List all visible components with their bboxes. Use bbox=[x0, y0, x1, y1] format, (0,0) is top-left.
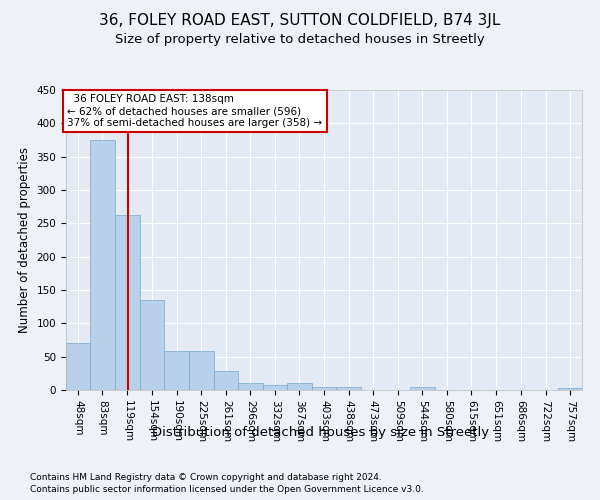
Bar bbox=[287, 384, 312, 390]
Bar bbox=[164, 352, 189, 390]
Bar bbox=[238, 384, 263, 390]
Bar bbox=[90, 140, 115, 390]
Bar bbox=[140, 300, 164, 390]
Bar bbox=[66, 344, 90, 390]
Bar bbox=[189, 352, 214, 390]
Bar bbox=[410, 388, 435, 390]
Text: 36, FOLEY ROAD EAST, SUTTON COLDFIELD, B74 3JL: 36, FOLEY ROAD EAST, SUTTON COLDFIELD, B… bbox=[100, 12, 500, 28]
Text: Contains HM Land Registry data © Crown copyright and database right 2024.: Contains HM Land Registry data © Crown c… bbox=[30, 472, 382, 482]
Bar bbox=[558, 388, 582, 390]
Bar bbox=[214, 372, 238, 390]
Bar bbox=[312, 386, 337, 390]
Bar bbox=[263, 384, 287, 390]
Y-axis label: Number of detached properties: Number of detached properties bbox=[18, 147, 31, 333]
Bar bbox=[115, 214, 140, 390]
Bar bbox=[337, 386, 361, 390]
Text: Size of property relative to detached houses in Streetly: Size of property relative to detached ho… bbox=[115, 32, 485, 46]
Text: Distribution of detached houses by size in Streetly: Distribution of detached houses by size … bbox=[152, 426, 490, 439]
Text: 36 FOLEY ROAD EAST: 138sqm  
← 62% of detached houses are smaller (596)
37% of s: 36 FOLEY ROAD EAST: 138sqm ← 62% of deta… bbox=[67, 94, 323, 128]
Text: Contains public sector information licensed under the Open Government Licence v3: Contains public sector information licen… bbox=[30, 485, 424, 494]
